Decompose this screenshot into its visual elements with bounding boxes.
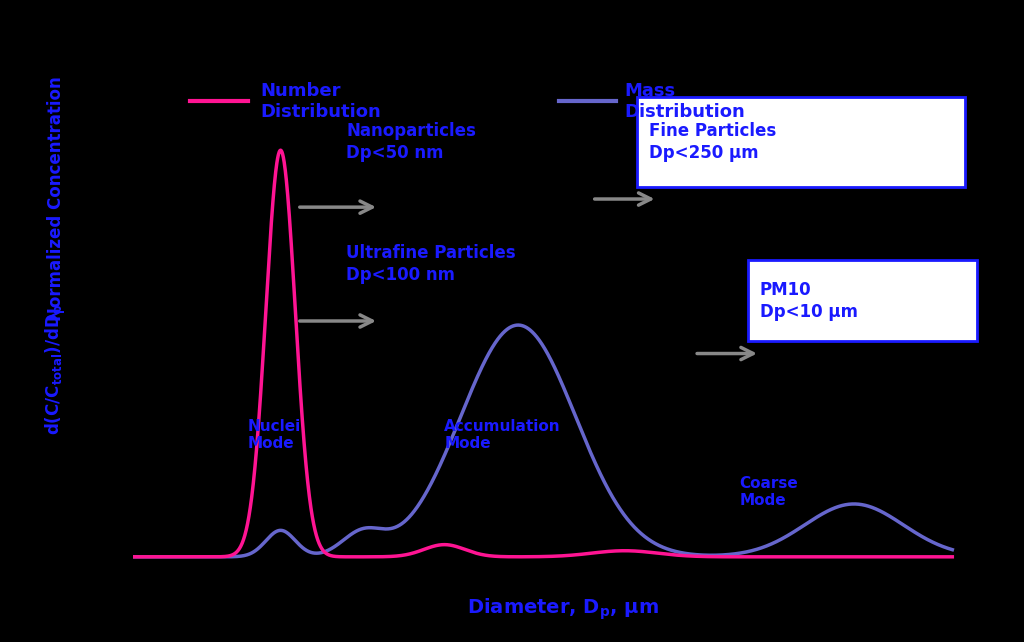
Text: Fine Particles
Dp<250 μm: Fine Particles Dp<250 μm: [649, 122, 776, 162]
Text: Nanoparticles
Dp<50 nm: Nanoparticles Dp<50 nm: [346, 122, 476, 162]
Text: Normalized Concentration: Normalized Concentration: [47, 76, 65, 322]
Text: Diameter, D$_{\mathbf{p}}$, μm: Diameter, D$_{\mathbf{p}}$, μm: [467, 596, 659, 621]
Text: Number
Distribution: Number Distribution: [260, 82, 381, 121]
FancyBboxPatch shape: [748, 260, 977, 342]
Text: Nuclei
Mode: Nuclei Mode: [248, 419, 301, 451]
Text: PM10
Dp<10 μm: PM10 Dp<10 μm: [760, 281, 858, 321]
Text: Mass
Distribution: Mass Distribution: [625, 82, 745, 121]
Text: Ultrafine Particles
Dp<100 nm: Ultrafine Particles Dp<100 nm: [346, 244, 516, 284]
Text: d(C/C$_{\mathbf{total}}$)/dD$_{\mathbf{p}}$: d(C/C$_{\mathbf{total}}$)/dD$_{\mathbf{p…: [44, 304, 68, 435]
FancyBboxPatch shape: [637, 98, 965, 187]
Text: Accumulation
Mode: Accumulation Mode: [444, 419, 561, 451]
Text: Coarse
Mode: Coarse Mode: [739, 476, 798, 508]
